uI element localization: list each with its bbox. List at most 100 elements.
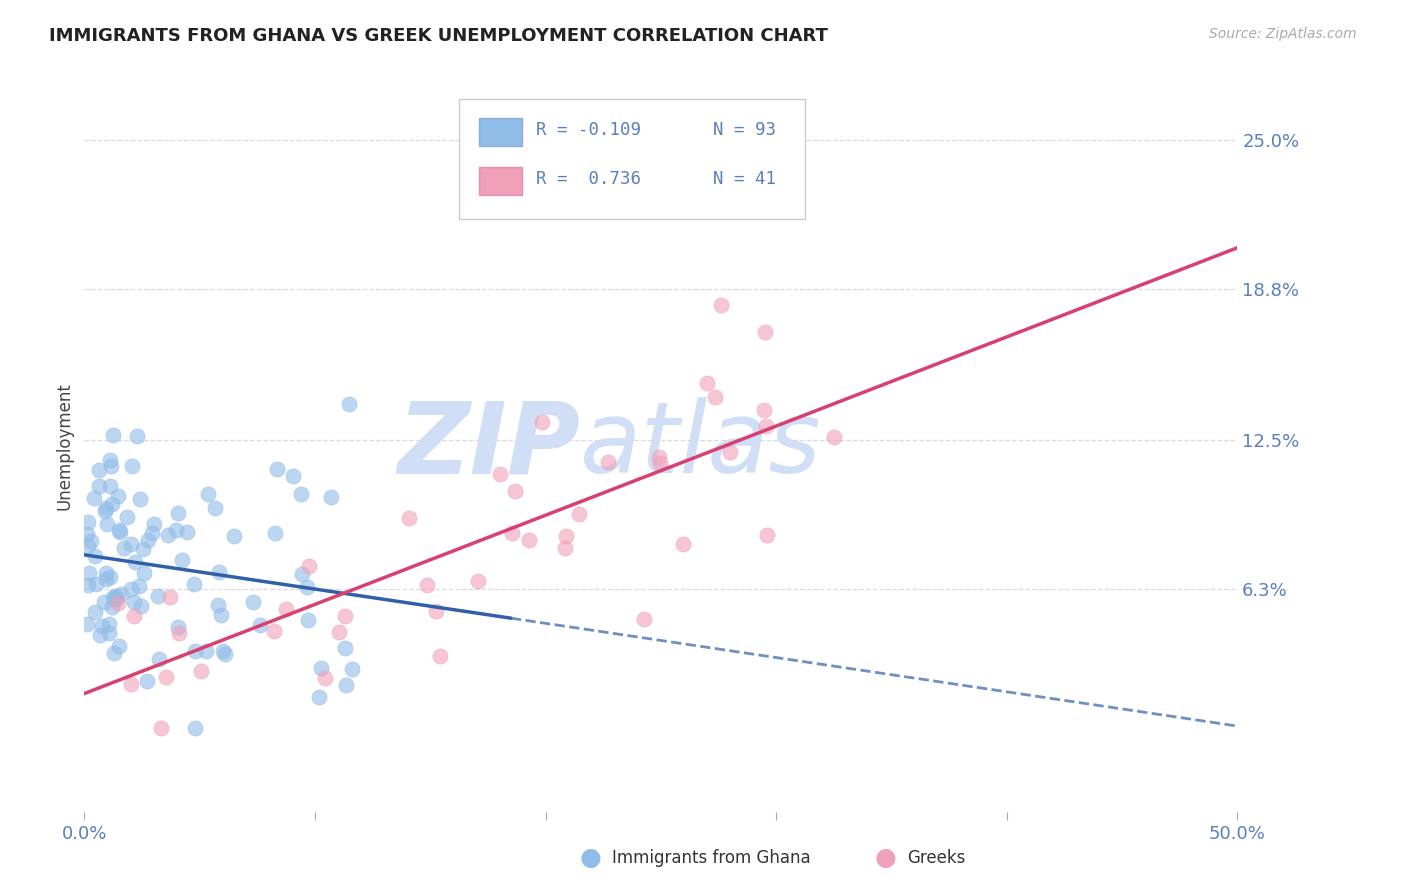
Point bbox=[242, 595, 264, 609]
Point bbox=[107, 639, 129, 653]
Text: ZIP: ZIP bbox=[396, 398, 581, 494]
Point bbox=[96, 517, 118, 532]
Point bbox=[98, 617, 121, 632]
Point bbox=[333, 640, 356, 655]
Point bbox=[94, 572, 117, 586]
Point bbox=[76, 539, 98, 553]
Point bbox=[166, 507, 188, 521]
Point bbox=[398, 510, 420, 524]
Point bbox=[155, 670, 177, 684]
Point bbox=[648, 456, 671, 470]
Y-axis label: Unemployment: Unemployment bbox=[55, 382, 73, 510]
Point bbox=[263, 624, 285, 638]
Point bbox=[122, 595, 145, 609]
Point bbox=[170, 552, 193, 566]
Point bbox=[249, 618, 271, 632]
Point bbox=[204, 501, 226, 516]
Point bbox=[107, 489, 129, 503]
Text: N = 93: N = 93 bbox=[713, 121, 776, 139]
Point bbox=[86, 576, 108, 591]
Point bbox=[93, 595, 115, 609]
FancyBboxPatch shape bbox=[478, 119, 523, 146]
Point bbox=[94, 504, 117, 518]
Point bbox=[208, 565, 231, 579]
Point bbox=[103, 646, 125, 660]
Point bbox=[76, 616, 98, 631]
Point bbox=[567, 508, 589, 522]
Point bbox=[105, 591, 128, 606]
Point bbox=[149, 721, 172, 735]
Text: atlas: atlas bbox=[581, 398, 821, 494]
Point bbox=[183, 577, 205, 591]
Point bbox=[314, 671, 336, 685]
Point bbox=[467, 574, 489, 588]
FancyBboxPatch shape bbox=[478, 168, 523, 195]
Point bbox=[672, 537, 695, 551]
Point bbox=[166, 620, 188, 634]
Point bbox=[596, 455, 619, 469]
Point bbox=[103, 590, 125, 604]
Point bbox=[207, 598, 229, 612]
Point bbox=[335, 678, 357, 692]
Point bbox=[718, 445, 741, 459]
Point bbox=[755, 528, 778, 542]
Point bbox=[97, 625, 120, 640]
Point bbox=[328, 625, 350, 640]
Point bbox=[101, 497, 124, 511]
Point bbox=[124, 609, 146, 624]
Point bbox=[98, 570, 121, 584]
Point bbox=[101, 427, 124, 442]
Text: IMMIGRANTS FROM GHANA VS GREEK UNEMPLOYMENT CORRELATION CHART: IMMIGRANTS FROM GHANA VS GREEK UNEMPLOYM… bbox=[49, 27, 828, 45]
Point bbox=[754, 325, 776, 339]
Point bbox=[76, 527, 98, 541]
Point bbox=[176, 524, 198, 539]
Point bbox=[132, 566, 155, 580]
Point bbox=[135, 673, 157, 688]
Point bbox=[80, 534, 103, 549]
Text: ●: ● bbox=[579, 847, 602, 870]
Point bbox=[554, 541, 576, 555]
Point bbox=[167, 625, 190, 640]
Point bbox=[125, 429, 148, 443]
Point bbox=[77, 566, 100, 580]
Point bbox=[211, 644, 233, 658]
Point bbox=[141, 526, 163, 541]
Point bbox=[143, 516, 166, 531]
Point bbox=[648, 450, 671, 465]
Point bbox=[84, 605, 107, 619]
Point bbox=[115, 509, 138, 524]
Point bbox=[98, 479, 121, 493]
Point bbox=[94, 566, 117, 581]
Point bbox=[308, 690, 330, 704]
Point bbox=[184, 721, 207, 735]
Point bbox=[224, 529, 246, 543]
Text: R = -0.109: R = -0.109 bbox=[536, 121, 641, 139]
Point bbox=[297, 613, 319, 627]
Point bbox=[138, 533, 160, 547]
Point bbox=[112, 541, 135, 556]
Point bbox=[100, 458, 122, 473]
Point bbox=[696, 376, 718, 390]
Point bbox=[197, 487, 219, 501]
Point bbox=[266, 462, 288, 476]
Point bbox=[107, 524, 129, 538]
Point bbox=[89, 627, 111, 641]
Point bbox=[489, 467, 512, 482]
Point bbox=[108, 525, 131, 540]
Point bbox=[104, 591, 127, 605]
Text: Source: ZipAtlas.com: Source: ZipAtlas.com bbox=[1209, 27, 1357, 41]
Point bbox=[321, 490, 343, 504]
Point bbox=[87, 479, 110, 493]
Point bbox=[110, 587, 132, 601]
Point bbox=[633, 612, 655, 626]
Point bbox=[120, 677, 142, 691]
Point bbox=[96, 501, 118, 516]
Point bbox=[214, 647, 236, 661]
FancyBboxPatch shape bbox=[460, 99, 806, 219]
Point bbox=[157, 528, 180, 542]
Point bbox=[83, 491, 105, 506]
Point bbox=[298, 559, 321, 574]
Text: N = 41: N = 41 bbox=[713, 170, 776, 188]
Point bbox=[101, 599, 124, 614]
Point bbox=[517, 533, 540, 547]
